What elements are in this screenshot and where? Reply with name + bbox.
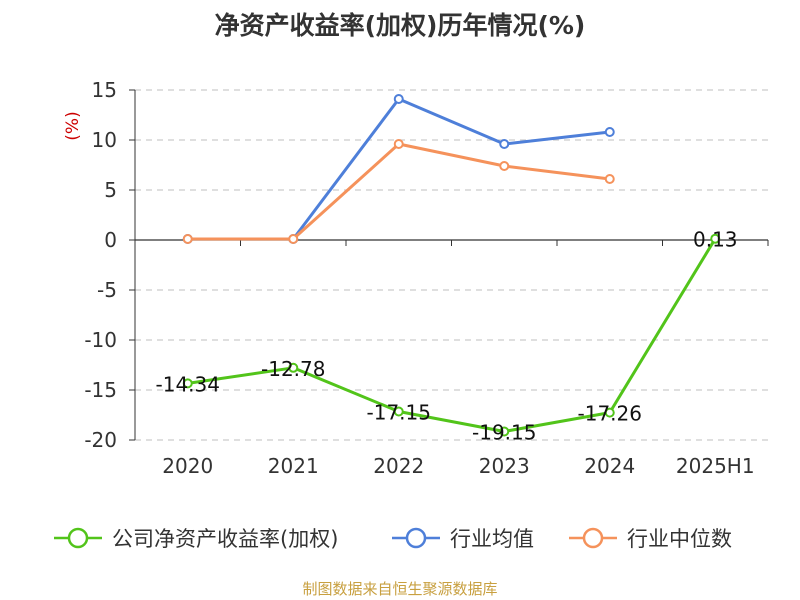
- y-tick-label: -15: [84, 378, 117, 402]
- y-tick-label: 5: [104, 178, 117, 202]
- source-note: 制图数据来自恒生聚源数据库: [302, 580, 498, 598]
- data-point: [499, 161, 510, 171]
- x-tick-label: 2023: [479, 454, 530, 478]
- data-label: -17.26: [578, 402, 642, 426]
- data-point: [604, 174, 615, 184]
- legend-label-industry-median: 行业中位数: [627, 527, 732, 551]
- data-point: [288, 234, 299, 244]
- data-label: -12.78: [261, 357, 325, 381]
- data-point: [393, 94, 404, 104]
- legend-item-industry-mean[interactable]: 行业均值: [390, 523, 534, 553]
- data-point: [710, 233, 721, 244]
- data-point: [499, 139, 510, 149]
- data-point: [604, 127, 615, 137]
- x-tick-label: 2020: [162, 454, 213, 478]
- series-line: [187, 237, 717, 433]
- data-point: [288, 362, 299, 373]
- series-line: [187, 142, 610, 241]
- legend-line-median-icon: [569, 527, 617, 549]
- legend-label-company: 公司净资产收益率(加权): [112, 527, 339, 551]
- legend-label-industry-mean: 行业均值: [450, 527, 534, 551]
- data-label: -19.15: [472, 421, 536, 445]
- y-tick-label: 10: [92, 128, 117, 152]
- x-tick-label: 2025H1: [676, 454, 755, 478]
- data-point: [499, 426, 510, 437]
- data-point: [182, 378, 193, 389]
- y-tick-label: 15: [92, 78, 117, 102]
- legend-item-industry-median[interactable]: 行业中位数: [567, 523, 732, 553]
- data-point: [182, 234, 193, 244]
- y-axis-label: (%): [63, 111, 83, 140]
- series-line: [187, 97, 610, 241]
- data-label: -14.34: [156, 372, 220, 396]
- data-label: 0.13: [693, 228, 738, 252]
- x-tick-label: 2021: [268, 454, 319, 478]
- legend-line-company-icon: [54, 527, 102, 549]
- y-tick-label: 0: [104, 228, 117, 252]
- data-label: -17.15: [367, 401, 431, 425]
- x-tick-label: 2022: [373, 454, 424, 478]
- data-point: [393, 406, 404, 417]
- legend-item-company[interactable]: 公司净资产收益率(加权): [52, 523, 338, 553]
- data-point: [604, 407, 615, 418]
- y-tick-label: -10: [84, 328, 117, 352]
- y-tick-label: -20: [84, 428, 117, 452]
- x-tick-label: 2024: [584, 454, 635, 478]
- y-tick-label: -5: [97, 278, 117, 302]
- data-point: [393, 139, 404, 149]
- legend-line-mean-icon: [392, 527, 440, 549]
- chart-title: 净资产收益率(加权)历年情况(%): [214, 11, 586, 40]
